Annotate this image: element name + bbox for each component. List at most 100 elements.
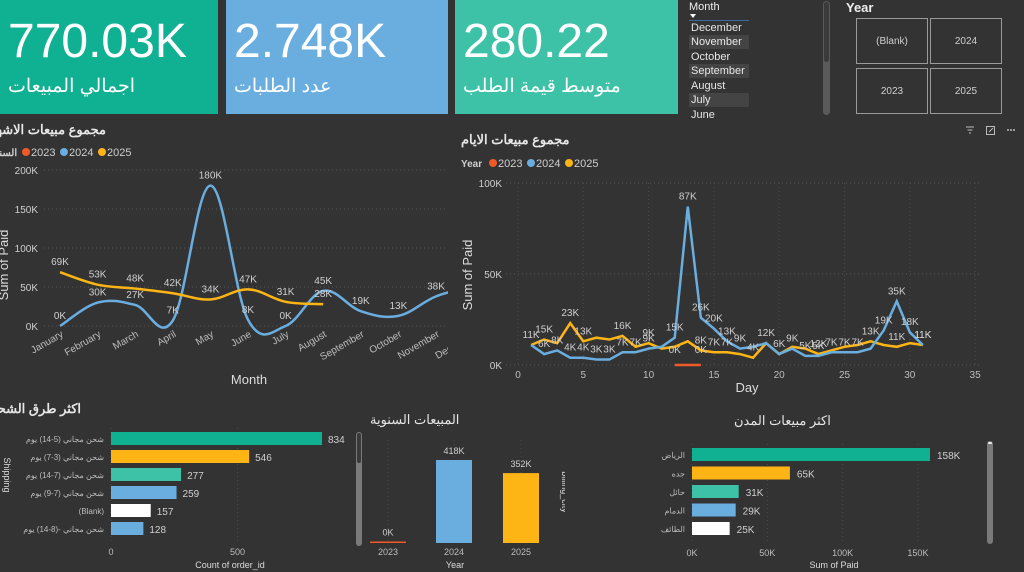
bar[interactable] — [692, 522, 730, 535]
x-tick-label: 50K — [759, 548, 775, 558]
bar[interactable] — [111, 432, 322, 445]
x-axis-title: Year — [446, 560, 464, 570]
bar[interactable] — [370, 541, 406, 544]
x-tick-label: 500 — [230, 547, 245, 557]
yearly-sales-chart: 0K 2023 418K 2024 352K 2025 Year billing_city — [370, 440, 565, 570]
legend-item-2023[interactable]: 2023 — [498, 158, 522, 170]
legend-title: السنة — [0, 148, 17, 159]
bar[interactable] — [111, 468, 182, 481]
legend-item-2023[interactable]: 2023 — [31, 147, 55, 159]
month-item-june[interactable]: June — [691, 109, 715, 118]
data-label: 7K — [825, 337, 838, 348]
bar[interactable] — [111, 486, 177, 499]
year-button-2025[interactable]: 2025 — [930, 68, 1002, 114]
x-tick-label: February — [63, 329, 103, 359]
filter-icon[interactable] — [966, 126, 974, 134]
bar[interactable] — [111, 522, 144, 535]
bar[interactable] — [692, 448, 930, 461]
data-label: 180K — [199, 171, 223, 182]
data-label: 834 — [328, 435, 345, 446]
category-label: (Blank) — [79, 507, 105, 516]
data-label: 9K — [786, 334, 799, 345]
legend-marker-2024[interactable] — [60, 148, 68, 156]
data-label: 13K — [574, 326, 592, 337]
data-label: 8K — [242, 305, 255, 316]
line-series-2025[interactable] — [530, 320, 924, 360]
month-item-november[interactable]: November — [689, 35, 749, 49]
bar[interactable] — [503, 473, 539, 543]
legend-item-2025[interactable]: 2025 — [107, 147, 131, 159]
year-slicer-title: Year — [846, 0, 874, 15]
data-label: 42K — [164, 278, 182, 289]
monthly-sales-chart: السنة 2023 2024 2025 0K 50K 100K 150K 200K 0K 0K… — [0, 147, 448, 387]
visual-header — [965, 124, 1021, 138]
y-axis-title: Shipping — [2, 457, 12, 492]
legend-item-2025[interactable]: 2025 — [574, 158, 598, 170]
focus-mode-icon[interactable] — [986, 126, 995, 135]
more-options-icon[interactable] — [1007, 129, 1015, 131]
month-item-september[interactable]: September — [689, 64, 749, 78]
shipping-chart-title: اكثر طرق الشحن — [0, 401, 81, 416]
shipping-methods-chart: 0 500 شحن مجاني (5-14) يوم 834 شحن مجاني (3… — [2, 428, 345, 570]
data-label: 19K — [875, 315, 893, 326]
bar[interactable] — [692, 503, 736, 517]
data-label: 7K — [167, 306, 180, 317]
data-label: 13K — [718, 326, 736, 337]
category-label: شحن مجاني (7-9) يوم — [30, 489, 104, 498]
x-tick-label: 5 — [581, 370, 587, 381]
data-label: 7K — [616, 337, 629, 348]
kpi-label: اجمالي المبيعات — [8, 76, 136, 97]
legend-item-2024[interactable]: 2024 — [69, 147, 93, 159]
data-label: 28K — [314, 289, 332, 300]
data-label: 45K — [314, 276, 332, 287]
data-label: 12K — [809, 339, 827, 350]
sort-arrow-icon[interactable] — [690, 14, 696, 18]
y-axis-title: billing_city — [560, 471, 565, 513]
legend-marker-2025[interactable] — [98, 148, 106, 156]
month-slicer-header[interactable]: Month — [689, 1, 720, 13]
legend-marker-2023[interactable] — [22, 148, 30, 156]
month-slicer[interactable]: Month December November October Septembe… — [689, 0, 759, 118]
data-label: 7K — [851, 337, 864, 348]
year-button-2024[interactable]: 2024 — [930, 18, 1002, 64]
data-label: 25K — [737, 525, 755, 536]
line-series-2024[interactable] — [59, 184, 448, 336]
scrollbar-thumb[interactable] — [357, 433, 361, 463]
month-item-july[interactable]: July — [689, 93, 749, 107]
month-slicer-scrollbar[interactable] — [823, 1, 830, 115]
kpi-value: 2.748K — [234, 15, 387, 68]
data-label: 53K — [89, 270, 107, 281]
data-label: 11K — [888, 332, 905, 343]
month-item-october[interactable]: October — [691, 51, 731, 63]
bar[interactable] — [111, 504, 151, 517]
data-label: 7K — [708, 337, 721, 348]
data-label: 8K — [695, 335, 708, 346]
legend-item-2024[interactable]: 2024 — [536, 158, 560, 170]
x-tick-label: 25 — [839, 370, 851, 381]
line-series-2024[interactable] — [530, 206, 924, 361]
city-chart-scrollbar[interactable] — [987, 441, 993, 544]
bar[interactable] — [692, 485, 739, 498]
y-tick-label: 50K — [484, 270, 502, 281]
kpi-value: 280.22 — [463, 15, 610, 68]
scrollbar-thumb[interactable] — [988, 442, 992, 444]
category-label: شحن مجاني (5-14) يوم — [26, 435, 104, 444]
data-label: 23K — [561, 308, 579, 319]
bar[interactable] — [436, 460, 472, 543]
data-label: 20K — [705, 314, 723, 325]
line-series-2025[interactable] — [59, 270, 324, 306]
scrollbar-thumb[interactable] — [824, 2, 829, 62]
data-label: 47K — [239, 274, 257, 285]
shipping-chart-scrollbar[interactable] — [356, 432, 362, 546]
legend-marker-2024[interactable] — [527, 159, 535, 167]
year-button-blank[interactable]: (Blank) — [856, 18, 928, 64]
bar[interactable] — [111, 450, 250, 463]
month-item-december[interactable]: December — [691, 22, 742, 34]
legend-marker-2023[interactable] — [489, 159, 497, 167]
bar[interactable] — [692, 466, 790, 480]
data-label: 48K — [126, 274, 144, 285]
legend-marker-2025[interactable] — [565, 159, 573, 167]
year-button-2023[interactable]: 2023 — [856, 68, 928, 114]
month-item-august[interactable]: August — [691, 80, 726, 92]
